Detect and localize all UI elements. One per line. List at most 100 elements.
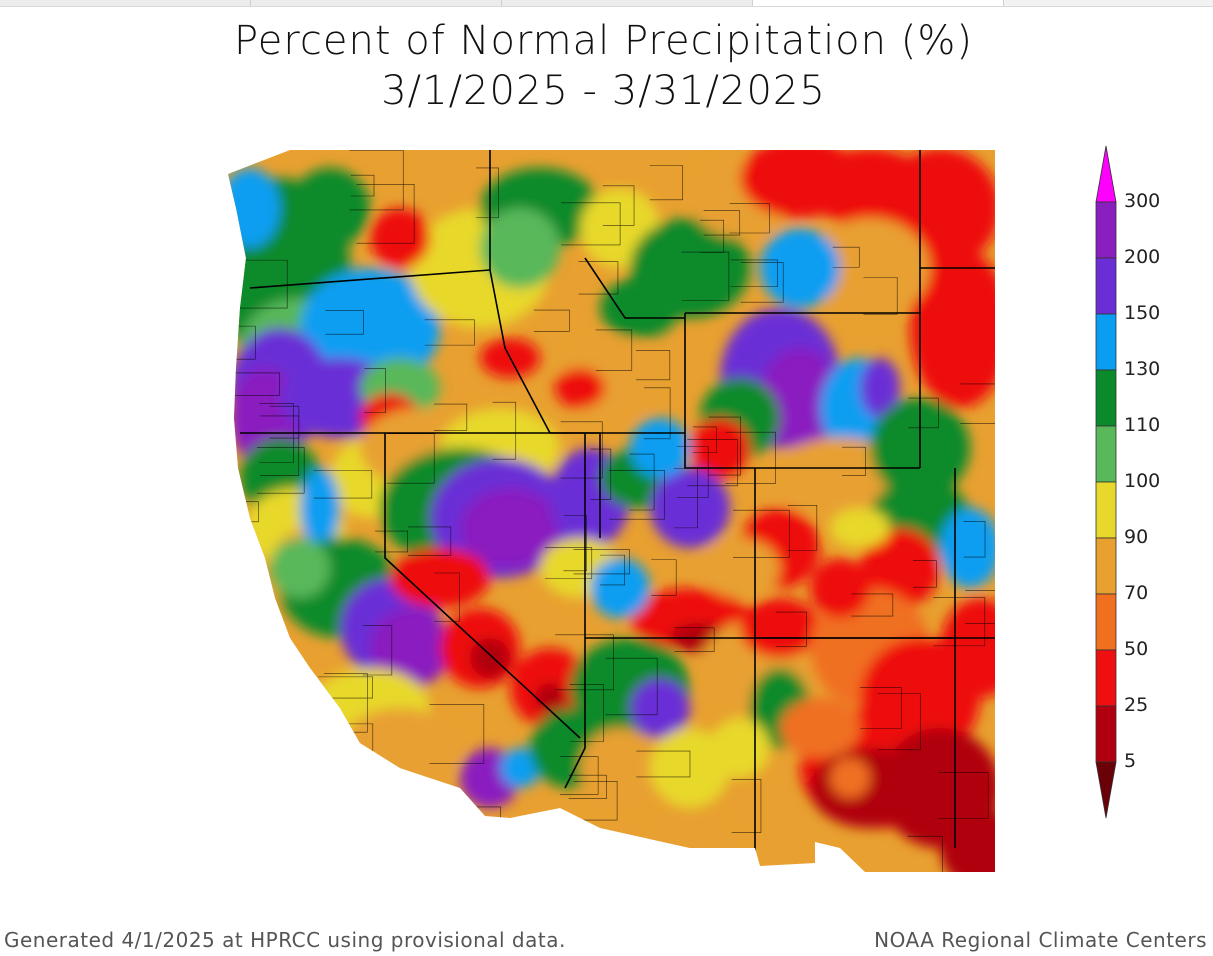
precip-region-30 [810, 218, 930, 318]
precip-region-75 [740, 598, 820, 658]
legend-label-300: 300 [1124, 190, 1161, 212]
precip-region-17 [480, 208, 560, 288]
precip-region-82 [830, 758, 870, 798]
precip-region-2 [290, 168, 370, 248]
county-border [908, 397, 939, 429]
county-border [832, 246, 860, 268]
legend-colorbar [1095, 145, 1117, 819]
county-border [731, 779, 762, 833]
legend-swatch-110 [1095, 369, 1117, 427]
county-border [492, 401, 517, 460]
precip-region-90 [710, 718, 770, 778]
precip-region-4 [300, 268, 440, 388]
precipitation-map [220, 148, 995, 874]
county-border [602, 185, 635, 226]
county-border [775, 611, 807, 647]
county-border [609, 470, 665, 520]
footer-credit: NOAA Regional Climate Centers [874, 928, 1207, 952]
precip-region-24 [630, 218, 750, 318]
county-border [960, 383, 995, 425]
county-border [938, 772, 989, 819]
legend-label-200: 200 [1124, 246, 1161, 268]
precip-region-18 [370, 208, 430, 268]
precip-region-50 [860, 528, 940, 608]
legend-label-100: 100 [1124, 470, 1161, 492]
county-border [863, 277, 898, 315]
county-border [426, 842, 448, 872]
browser-tab-strip [0, 0, 1213, 7]
precip-region-87 [810, 558, 870, 618]
county-border [629, 453, 655, 511]
county-border [730, 259, 778, 287]
county-border [933, 597, 986, 647]
county-border [533, 309, 570, 332]
county-border [963, 521, 986, 558]
precip-region-60 [390, 548, 490, 608]
county-border [313, 470, 373, 499]
county-border [860, 687, 902, 729]
legend-swatch-25 [1095, 649, 1117, 707]
legend-swatch-5 [1095, 705, 1117, 763]
legend-arrow-bottom [1095, 761, 1117, 819]
county-border [907, 835, 943, 872]
legend-label-70: 70 [1124, 582, 1149, 604]
county-border [569, 684, 604, 742]
tab-4-active[interactable] [753, 0, 1004, 6]
county-border [568, 774, 607, 799]
county-border [429, 704, 485, 764]
legend-label-130: 130 [1124, 358, 1161, 380]
county-border [692, 426, 717, 453]
state-border-4 [489, 150, 551, 434]
legend-label-150: 150 [1124, 302, 1161, 324]
county-border [350, 174, 375, 197]
county-border [912, 560, 937, 588]
tab-3[interactable] [502, 0, 753, 6]
county-border [573, 780, 618, 821]
county-border [408, 526, 452, 556]
county-border [578, 261, 619, 295]
precip-region-92 [780, 698, 860, 758]
map-fill-layer [228, 150, 995, 872]
county-border [651, 559, 677, 596]
county-border [404, 789, 445, 820]
county-border [238, 259, 288, 309]
county-border [575, 849, 632, 872]
county-border [256, 447, 305, 494]
county-border [375, 530, 408, 553]
county-border [708, 416, 741, 476]
precip-region-64 [535, 683, 565, 713]
precipitation-map-svg [228, 150, 995, 872]
county-border [234, 372, 280, 396]
legend-swatch-50 [1095, 593, 1117, 651]
county-border [842, 446, 866, 476]
precip-region-36 [860, 358, 900, 418]
precip-region-45 [650, 468, 730, 548]
precip-region-22 [555, 368, 605, 408]
precip-region-85 [590, 558, 650, 618]
county-border [356, 184, 415, 244]
footer-generated-note: Generated 4/1/2025 at HPRCC using provis… [4, 928, 566, 952]
precip-region-42 [460, 488, 560, 568]
tab-2[interactable] [251, 0, 502, 6]
county-border [636, 750, 691, 778]
legend-label-50: 50 [1124, 638, 1149, 660]
legend-swatch-150 [1095, 257, 1117, 315]
map-title-line2: 3/1/2025 - 3/31/2025 [381, 68, 826, 114]
precip-region-57 [270, 538, 330, 598]
legend-label-5: 5 [1124, 750, 1137, 772]
county-border [434, 572, 460, 622]
county-border [681, 251, 730, 301]
county-border [636, 350, 671, 381]
precip-region-59 [370, 608, 450, 688]
precip-region-62 [470, 638, 510, 678]
precip-region-66 [340, 708, 460, 788]
county-border [279, 787, 304, 811]
tab-1[interactable] [0, 0, 251, 6]
precip-region-83 [940, 598, 995, 698]
precip-region-81 [940, 808, 995, 872]
county-border [352, 863, 391, 872]
legend-label-90: 90 [1124, 526, 1149, 548]
precip-region-55 [300, 468, 340, 548]
county-border [740, 262, 784, 303]
